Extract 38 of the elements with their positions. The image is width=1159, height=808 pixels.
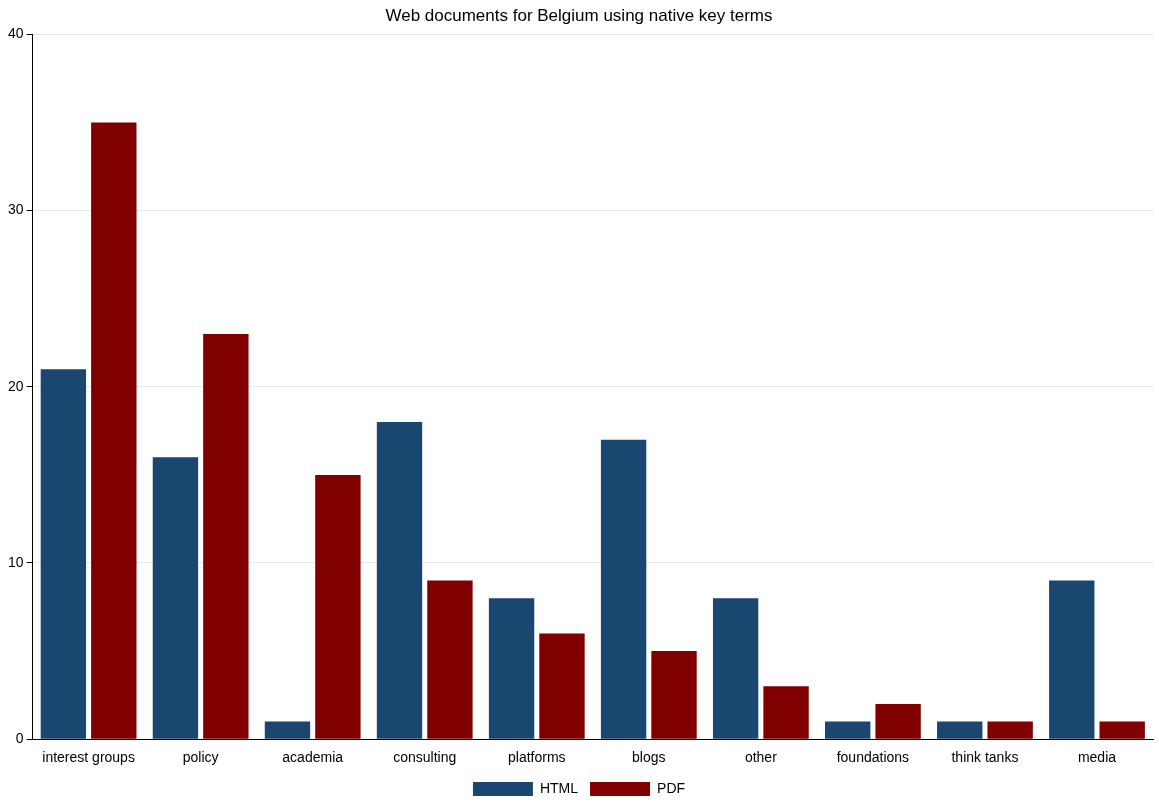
x-tick-label: foundations bbox=[836, 749, 910, 766]
bar bbox=[40, 369, 87, 739]
bar bbox=[427, 580, 473, 739]
x-tick-label: academia bbox=[282, 749, 344, 766]
x-tick-label: consulting bbox=[393, 749, 457, 766]
legend-label: PDF bbox=[657, 779, 686, 796]
legend-label: HTML bbox=[539, 779, 579, 796]
y-tick-label: 10 bbox=[7, 553, 24, 570]
x-tick-label: platforms bbox=[507, 749, 566, 766]
bar bbox=[264, 721, 311, 739]
bar bbox=[488, 598, 535, 739]
bar bbox=[987, 721, 1033, 739]
x-tick-label: blogs bbox=[632, 749, 666, 766]
bar bbox=[600, 439, 647, 739]
bar bbox=[651, 651, 697, 739]
bar bbox=[539, 633, 585, 739]
bar bbox=[315, 474, 361, 739]
bar bbox=[712, 598, 759, 739]
bar bbox=[1099, 721, 1145, 739]
bar bbox=[152, 457, 199, 739]
x-tick-label: other bbox=[744, 749, 778, 766]
x-tick-label: media bbox=[1077, 749, 1117, 766]
bar bbox=[875, 703, 921, 739]
bar bbox=[825, 721, 871, 739]
bar bbox=[203, 333, 249, 739]
x-tick-label: interest groups bbox=[42, 749, 135, 766]
x-tick-label: think tanks bbox=[951, 749, 1019, 766]
bar bbox=[937, 721, 983, 739]
chart-title: Web documents for Belgium using native key terms bbox=[385, 5, 773, 25]
bar bbox=[1049, 580, 1095, 739]
bar bbox=[763, 686, 809, 739]
x-tick-label: policy bbox=[182, 749, 219, 766]
y-tick-label: 20 bbox=[7, 377, 24, 394]
y-tick-label: 0 bbox=[15, 730, 24, 747]
y-tick-label: 30 bbox=[7, 201, 24, 218]
bar bbox=[376, 422, 423, 739]
y-tick-label: 40 bbox=[7, 25, 24, 42]
bar bbox=[91, 122, 137, 739]
